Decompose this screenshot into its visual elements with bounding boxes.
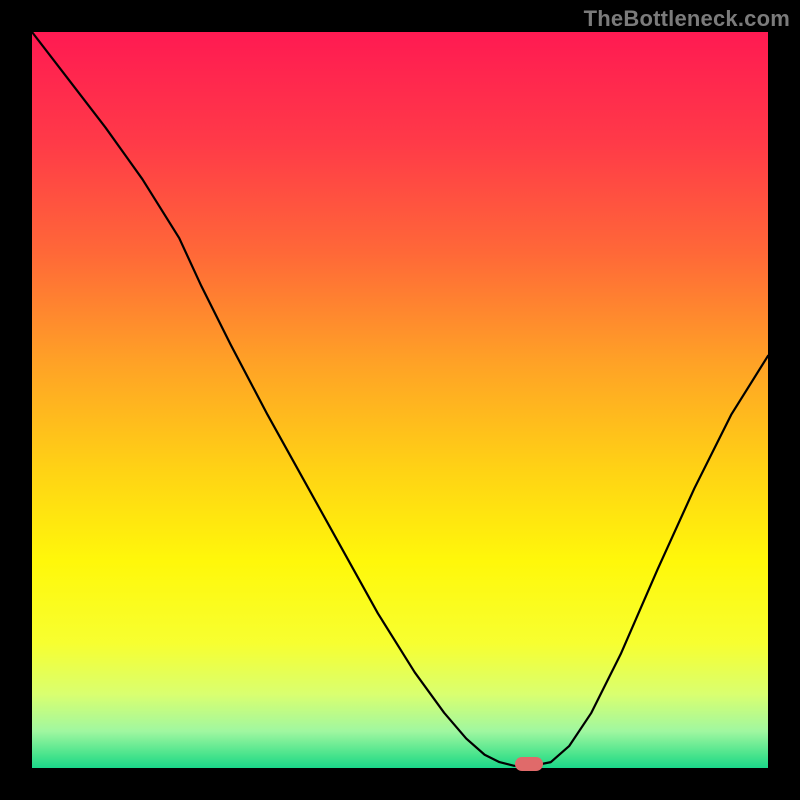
watermark-label: TheBottleneck.com xyxy=(584,6,790,32)
bottleneck-chart xyxy=(0,0,800,800)
gradient-background xyxy=(32,32,768,768)
chart-canvas: TheBottleneck.com xyxy=(0,0,800,800)
optimal-point-marker xyxy=(515,757,543,771)
